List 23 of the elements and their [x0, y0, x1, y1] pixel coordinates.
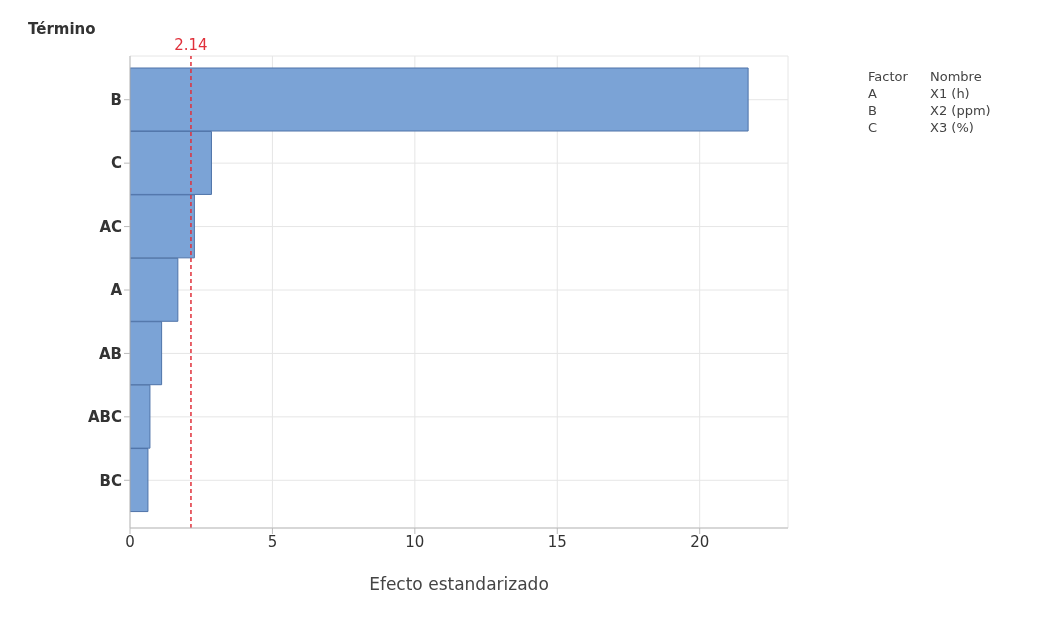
y-tick-label: B [110, 91, 122, 110]
text: C [868, 119, 879, 136]
text: X2 (ppm) [930, 102, 991, 119]
text: Factor [868, 68, 909, 85]
y-tick-label: A [110, 281, 123, 300]
text: X1 (h) [930, 85, 971, 102]
y-tick-label: AB [98, 344, 122, 363]
text: X3 (%) [930, 119, 975, 136]
ref-line-label: 2.14 [174, 36, 208, 54]
x-tick-label: 0 [125, 532, 135, 551]
text: B [868, 102, 878, 119]
y-tick-label: ABC [87, 408, 122, 427]
x-tick-label: 15 [547, 532, 567, 551]
y-tick-label: C [110, 154, 122, 173]
x-tick-label: 10 [405, 532, 425, 551]
y-tick-label: AC [99, 217, 122, 236]
x-tick-label: 20 [690, 532, 710, 551]
text: Nombre [930, 68, 983, 85]
text: A [868, 85, 878, 102]
y-axis-title: Término [28, 20, 96, 38]
y-tick-label: BC [99, 471, 122, 490]
x-axis-title: Efecto estandarizado [369, 574, 549, 594]
x-tick-label: 5 [267, 532, 278, 551]
